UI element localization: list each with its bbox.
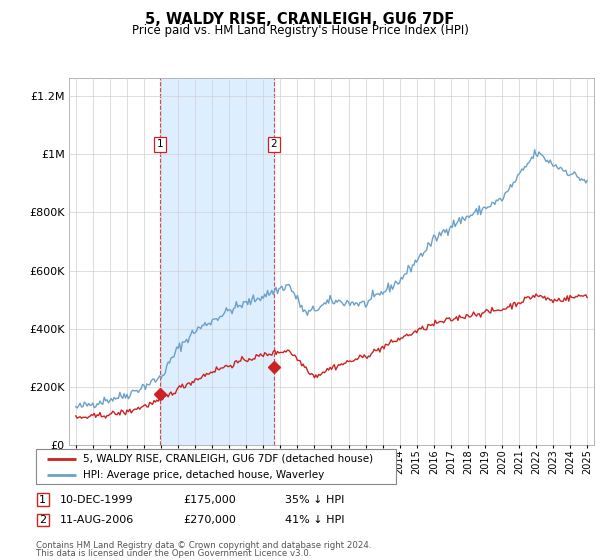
FancyBboxPatch shape xyxy=(36,449,396,484)
Text: £270,000: £270,000 xyxy=(183,515,236,525)
Text: 35% ↓ HPI: 35% ↓ HPI xyxy=(285,494,344,505)
Text: 1: 1 xyxy=(157,139,163,150)
Text: This data is licensed under the Open Government Licence v3.0.: This data is licensed under the Open Gov… xyxy=(36,549,311,558)
Text: Price paid vs. HM Land Registry's House Price Index (HPI): Price paid vs. HM Land Registry's House … xyxy=(131,24,469,37)
Text: 2: 2 xyxy=(39,515,46,525)
Bar xyxy=(160,78,274,445)
Text: 5, WALDY RISE, CRANLEIGH, GU6 7DF: 5, WALDY RISE, CRANLEIGH, GU6 7DF xyxy=(145,12,455,27)
Text: £175,000: £175,000 xyxy=(183,494,236,505)
Text: 2: 2 xyxy=(271,139,277,150)
Text: 1: 1 xyxy=(39,494,46,505)
Text: 11-AUG-2006: 11-AUG-2006 xyxy=(60,515,134,525)
Text: 5, WALDY RISE, CRANLEIGH, GU6 7DF (detached house): 5, WALDY RISE, CRANLEIGH, GU6 7DF (detac… xyxy=(83,454,373,464)
Text: 10-DEC-1999: 10-DEC-1999 xyxy=(60,494,134,505)
Text: Contains HM Land Registry data © Crown copyright and database right 2024.: Contains HM Land Registry data © Crown c… xyxy=(36,541,371,550)
Text: 41% ↓ HPI: 41% ↓ HPI xyxy=(285,515,344,525)
FancyBboxPatch shape xyxy=(37,514,49,526)
Text: HPI: Average price, detached house, Waverley: HPI: Average price, detached house, Wave… xyxy=(83,470,324,480)
FancyBboxPatch shape xyxy=(37,493,49,506)
